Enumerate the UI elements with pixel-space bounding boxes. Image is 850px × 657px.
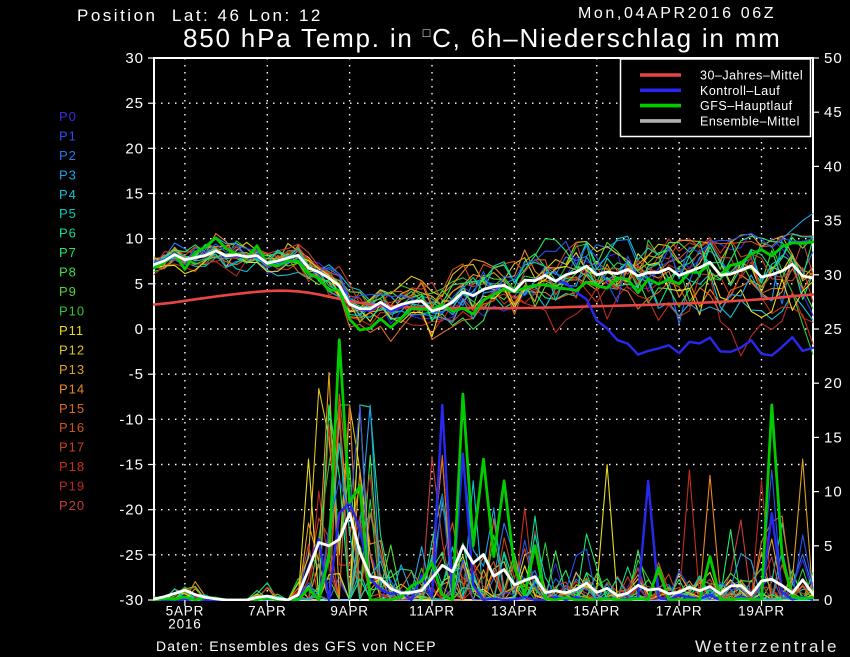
svg-text:P19: P19 xyxy=(59,479,85,494)
svg-text:P2: P2 xyxy=(59,148,77,163)
svg-text:P14: P14 xyxy=(59,381,85,396)
svg-text:P4: P4 xyxy=(59,187,77,202)
svg-text:11APR: 11APR xyxy=(409,604,455,619)
svg-text:P5: P5 xyxy=(59,206,77,221)
svg-text:5: 5 xyxy=(135,276,144,293)
svg-text:5APR: 5APR xyxy=(166,604,204,619)
svg-text:50: 50 xyxy=(824,50,843,67)
svg-text:0: 0 xyxy=(135,321,144,338)
svg-text:40: 40 xyxy=(824,158,843,175)
svg-text:10: 10 xyxy=(824,484,843,501)
svg-text:2016: 2016 xyxy=(168,617,201,632)
svg-text:13APR: 13APR xyxy=(491,604,538,619)
svg-text:850 hPa Temp. in □C, 6h–Nieder: 850 hPa Temp. in □C, 6h–Niederschlag in … xyxy=(183,23,782,53)
svg-text:P18: P18 xyxy=(59,459,85,474)
svg-text:Wetterzentrale: Wetterzentrale xyxy=(695,637,839,656)
svg-text:35: 35 xyxy=(824,213,843,230)
svg-text:20: 20 xyxy=(125,140,144,157)
svg-text:P1: P1 xyxy=(59,128,77,143)
svg-text:P11: P11 xyxy=(59,323,84,338)
svg-text:7APR: 7APR xyxy=(248,604,286,619)
svg-text:P10: P10 xyxy=(59,304,85,319)
svg-text:30–Jahres–Mittel: 30–Jahres–Mittel xyxy=(700,69,803,83)
svg-text:P0: P0 xyxy=(59,109,77,124)
svg-text:30: 30 xyxy=(125,50,144,67)
svg-text:Ensemble–Mittel: Ensemble–Mittel xyxy=(700,114,800,128)
svg-text:25: 25 xyxy=(125,95,144,112)
svg-text:5: 5 xyxy=(824,538,833,555)
svg-text:P3: P3 xyxy=(59,167,77,182)
svg-text:15: 15 xyxy=(824,429,843,446)
svg-text:30: 30 xyxy=(824,267,843,284)
svg-text:-30: -30 xyxy=(119,592,144,609)
svg-text:P20: P20 xyxy=(59,498,85,513)
svg-text:Position Lat: 46 Lon: 12: Position Lat: 46 Lon: 12 xyxy=(77,6,323,25)
svg-text:P15: P15 xyxy=(59,401,85,416)
svg-text:15APR: 15APR xyxy=(573,604,620,619)
svg-text:P16: P16 xyxy=(59,420,85,435)
svg-text:19APR: 19APR xyxy=(738,604,785,619)
svg-text:45: 45 xyxy=(824,104,843,121)
svg-text:P17: P17 xyxy=(59,440,85,455)
svg-text:20: 20 xyxy=(824,375,843,392)
svg-text:P13: P13 xyxy=(59,362,85,377)
svg-text:Daten: Ensembles des GFS von N: Daten: Ensembles des GFS von NCEP xyxy=(156,638,437,654)
svg-text:-15: -15 xyxy=(119,457,144,474)
svg-text:-5: -5 xyxy=(129,366,144,383)
svg-text:0: 0 xyxy=(824,592,833,609)
svg-text:Mon,04APR2016 06Z: Mon,04APR2016 06Z xyxy=(578,5,776,22)
svg-text:10: 10 xyxy=(125,231,144,248)
svg-text:P8: P8 xyxy=(59,265,77,280)
svg-text:-10: -10 xyxy=(119,411,144,428)
svg-text:P9: P9 xyxy=(59,284,77,299)
svg-text:25: 25 xyxy=(824,321,843,338)
svg-text:15: 15 xyxy=(125,186,144,203)
svg-text:Kontroll–Lauf: Kontroll–Lauf xyxy=(700,84,780,98)
svg-text:P7: P7 xyxy=(59,245,77,260)
svg-text:P12: P12 xyxy=(59,342,85,357)
svg-text:9APR: 9APR xyxy=(330,604,368,619)
svg-text:-20: -20 xyxy=(119,502,144,519)
svg-text:-25: -25 xyxy=(119,547,144,564)
svg-text:GFS–Hauptlauf: GFS–Hauptlauf xyxy=(700,99,793,113)
svg-text:17APR: 17APR xyxy=(656,604,703,619)
svg-text:P6: P6 xyxy=(59,226,77,241)
